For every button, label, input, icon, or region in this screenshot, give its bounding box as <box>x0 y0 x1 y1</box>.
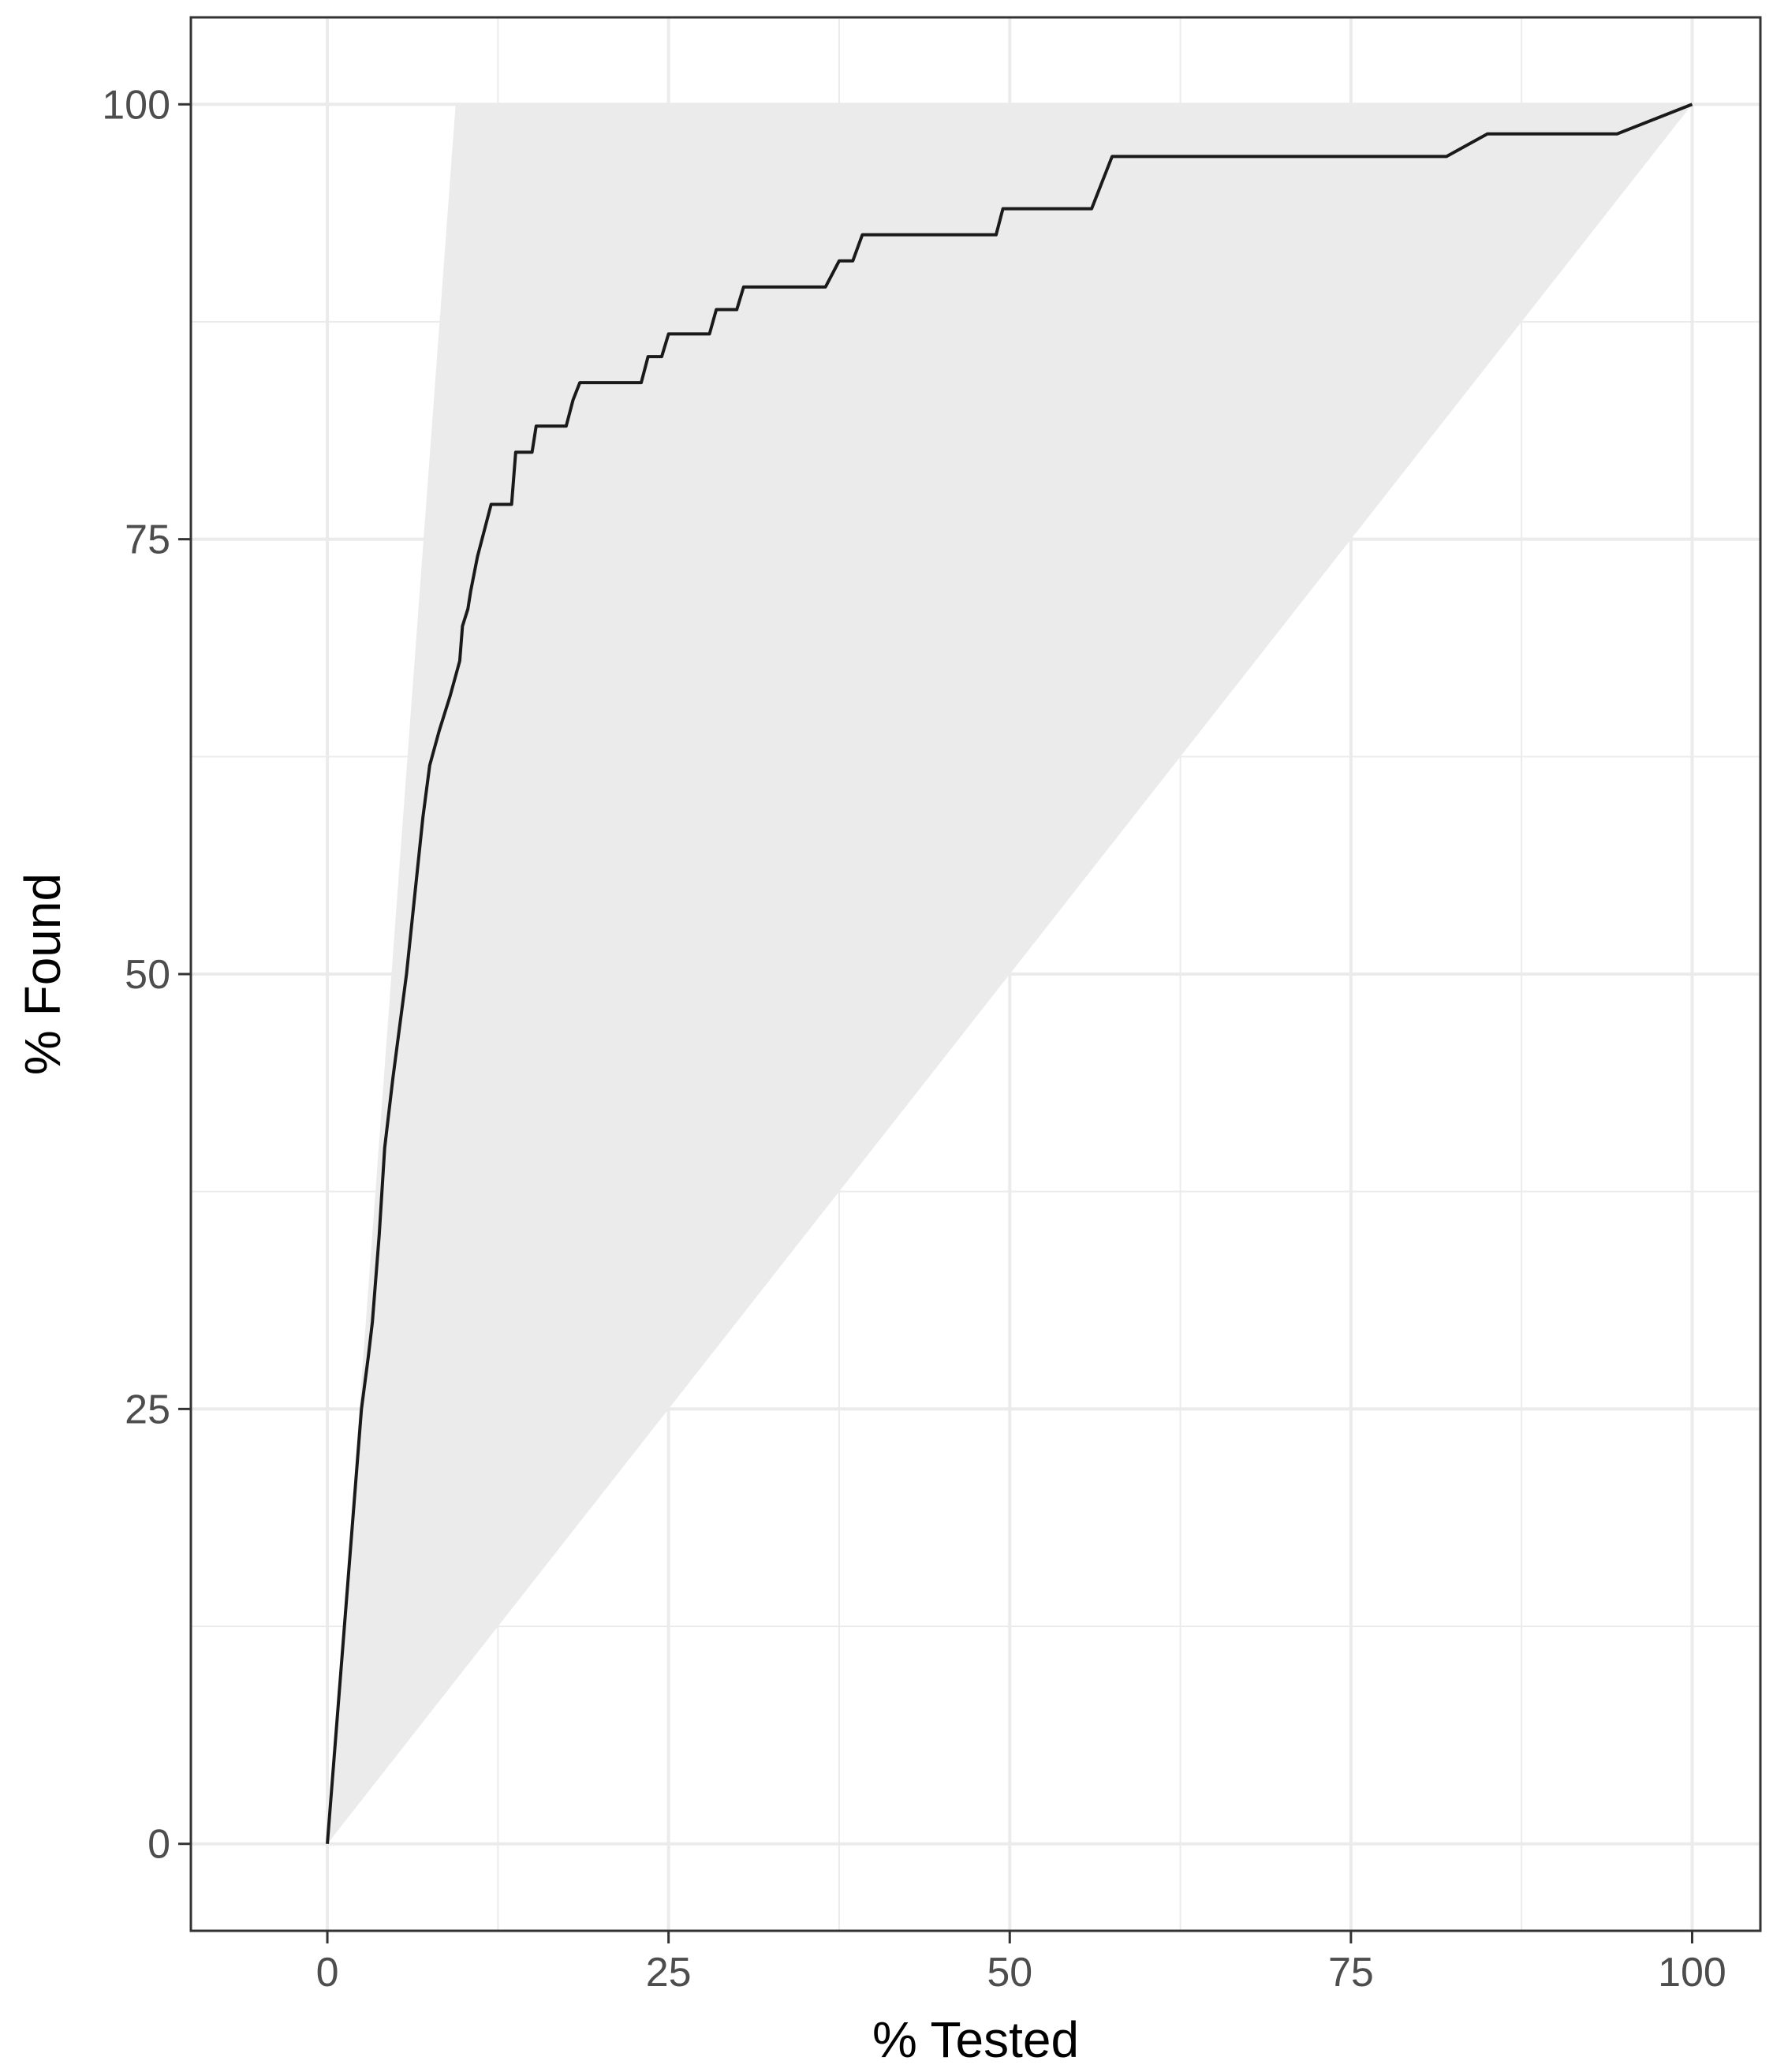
x-tick-label: 25 <box>646 1950 692 1995</box>
y-tick-label: 100 <box>102 82 170 128</box>
x-tick-label: 100 <box>1658 1950 1726 1995</box>
x-tick-label: 0 <box>316 1950 339 1995</box>
x-axis-title: % Tested <box>872 2011 1079 2068</box>
y-tick-label: 50 <box>125 952 170 998</box>
y-tick-label: 75 <box>125 517 170 563</box>
x-tick-label: 50 <box>987 1950 1032 1995</box>
x-tick-label: 75 <box>1328 1950 1374 1995</box>
band-layer <box>327 104 1693 1844</box>
y-tick-label: 25 <box>125 1387 170 1432</box>
y-axis-ticks: 0 25 50 75 100 <box>102 82 191 1868</box>
band-area <box>327 104 1693 1844</box>
y-tick-label: 0 <box>147 1822 170 1868</box>
x-axis-ticks: 0 25 50 75 100 <box>316 1931 1726 1995</box>
series-line <box>326 103 1693 1844</box>
line-layer <box>326 103 1693 1844</box>
y-axis-title: % Found <box>14 873 71 1075</box>
